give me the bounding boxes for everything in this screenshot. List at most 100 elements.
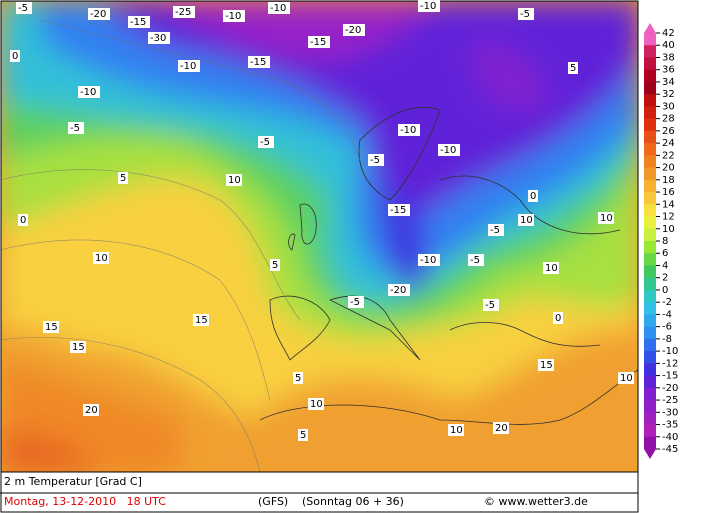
legend-swatch xyxy=(644,216,656,230)
contour-label: -5 xyxy=(485,300,495,311)
contour-label: -10 xyxy=(420,1,436,12)
contour-label: 10 xyxy=(450,425,463,436)
contour-label: -5 xyxy=(350,297,360,308)
legend-swatch xyxy=(644,277,656,291)
legend-swatch xyxy=(644,192,656,205)
contour-label-bg xyxy=(388,284,410,296)
contour-label: -5 xyxy=(520,9,530,20)
contour-label-bg xyxy=(223,10,245,22)
contour-label-bg xyxy=(343,24,365,36)
contour-label: -20 xyxy=(90,9,106,20)
legend-label: 8 xyxy=(662,236,668,247)
contour-label: 0 xyxy=(20,215,26,226)
contour-label-bg xyxy=(226,174,242,186)
legend-swatch xyxy=(644,338,656,352)
contour-label-bg xyxy=(368,154,384,166)
legend-swatch xyxy=(644,155,656,169)
contour-label: 20 xyxy=(85,405,98,416)
contour-label: -5 xyxy=(70,123,80,134)
legend-swatch xyxy=(644,241,656,254)
contour-label: 5 xyxy=(295,373,301,384)
legend-swatch xyxy=(644,436,656,450)
contour-label-bg xyxy=(528,190,538,202)
legend-swatch xyxy=(644,228,656,242)
contour-label: -30 xyxy=(150,33,166,44)
legend-label: 16 xyxy=(662,187,675,198)
contour-label-bg xyxy=(388,204,410,216)
legend-label: -40 xyxy=(662,432,678,443)
legend-swatch xyxy=(644,424,656,438)
contour-label-bg xyxy=(568,62,578,74)
contour-label-bg xyxy=(93,252,109,264)
contour-label: -5 xyxy=(470,255,480,266)
legend-label: 30 xyxy=(662,101,675,112)
contour-label: 10 xyxy=(545,263,558,274)
legend-swatch xyxy=(644,351,656,364)
contour-label-bg xyxy=(270,259,280,271)
legend-label: 4 xyxy=(662,260,668,271)
legend-label: -25 xyxy=(662,395,678,406)
contour-label: 10 xyxy=(310,399,323,410)
legend-swatch xyxy=(644,412,656,426)
contour-label-bg xyxy=(83,404,99,416)
contour-label-bg xyxy=(493,422,509,434)
legend-swatch xyxy=(644,265,656,279)
legend-swatch xyxy=(644,253,656,266)
legend-label: -2 xyxy=(662,297,672,308)
legend-arrow-top xyxy=(644,23,656,33)
contour-label: -15 xyxy=(390,205,406,216)
legend-label: -15 xyxy=(662,371,678,382)
legend-label: 12 xyxy=(662,212,675,223)
contour-label: -10 xyxy=(80,87,96,98)
legend-swatch xyxy=(644,400,656,413)
contour-label: -15 xyxy=(250,57,266,68)
contour-label: 15 xyxy=(540,360,553,371)
legend-label: 6 xyxy=(662,248,668,259)
contour-label-bg xyxy=(598,212,614,224)
contour-label: -25 xyxy=(175,7,191,18)
contour-label: 15 xyxy=(72,342,85,353)
footer-credit: © www.wetter3.de xyxy=(484,495,588,508)
legend-label: -8 xyxy=(662,334,672,345)
contour-label-bg xyxy=(553,312,563,324)
contour-label: 20 xyxy=(495,423,508,434)
legend-swatch xyxy=(644,106,656,120)
contour-label-bg xyxy=(10,50,20,62)
contour-label-bg xyxy=(418,0,440,12)
contour-label-bg xyxy=(118,172,128,184)
footer-title: 2 m Temperatur [Grad C] xyxy=(4,475,142,488)
legend-label: 20 xyxy=(662,163,675,174)
contour-label: -5 xyxy=(490,225,500,236)
legend-label: -35 xyxy=(662,420,678,431)
contour-label-bg xyxy=(16,2,32,14)
contour-label-bg xyxy=(173,6,195,18)
legend-swatch xyxy=(644,69,656,83)
legend-label: 32 xyxy=(662,89,675,100)
contour-label-bg xyxy=(68,122,84,134)
legend-arrow-bottom xyxy=(644,449,656,459)
coastlines xyxy=(259,106,638,425)
isotherms xyxy=(1,19,361,472)
legend-swatch xyxy=(644,302,656,315)
contour-label-bg xyxy=(78,86,100,98)
legend-swatch xyxy=(644,204,656,218)
contour-label-bg xyxy=(538,359,554,371)
contour-label-bg xyxy=(398,124,420,136)
legend-label: 28 xyxy=(662,114,675,125)
contour-label-bg xyxy=(298,429,308,441)
contour-label: -10 xyxy=(180,61,196,72)
legend-label: 22 xyxy=(662,150,675,161)
legend-swatch xyxy=(644,130,656,144)
contour-label: 0 xyxy=(555,313,561,324)
legend-swatch xyxy=(644,118,656,132)
legend-label: 40 xyxy=(662,40,675,51)
contour-label: -20 xyxy=(390,285,406,296)
contour-label: -20 xyxy=(345,25,361,36)
legend-swatch xyxy=(644,326,656,340)
contour-label-bg xyxy=(518,8,534,20)
contour-label-bg xyxy=(488,224,504,236)
contour-label-bg xyxy=(308,36,330,48)
legend-label: -45 xyxy=(662,444,678,455)
contour-label: -15 xyxy=(130,17,146,28)
contour-label-bg xyxy=(468,254,484,266)
